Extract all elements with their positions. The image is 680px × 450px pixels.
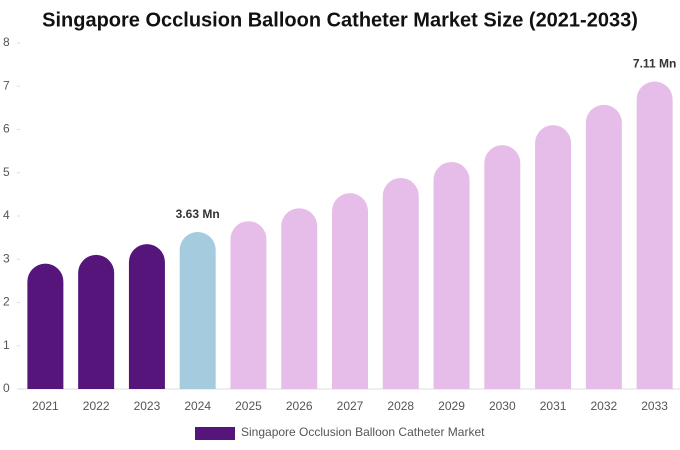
bar xyxy=(78,254,115,389)
bar xyxy=(382,177,419,389)
x-tick-label: 2027 xyxy=(337,399,364,413)
x-tick-label: 2025 xyxy=(235,399,262,413)
bar xyxy=(585,104,622,389)
legend-label: Singapore Occlusion Balloon Catheter Mar… xyxy=(241,425,485,439)
x-tick-label: 2030 xyxy=(489,399,516,413)
y-tick-label: 8 xyxy=(3,35,10,49)
y-tick-label: 2 xyxy=(3,295,10,309)
bar xyxy=(636,81,673,390)
y-tick-label: 4 xyxy=(3,208,10,222)
x-tick-label: 2021 xyxy=(32,399,59,413)
data-label: 7.11 Mn xyxy=(633,57,676,71)
x-tick-label: 2029 xyxy=(438,399,465,413)
chart-title: Singapore Occlusion Balloon Catheter Mar… xyxy=(42,9,638,31)
data-label: 3.63 Mn xyxy=(176,207,220,221)
y-tick-label: 3 xyxy=(3,251,10,265)
bar xyxy=(332,193,368,389)
y-tick-label: 0 xyxy=(3,381,10,395)
y-tick-label: 6 xyxy=(3,122,10,136)
x-tick-label: 2032 xyxy=(590,399,617,413)
x-tick-label: 2023 xyxy=(134,399,161,413)
bar xyxy=(281,208,318,389)
bar xyxy=(484,145,521,389)
y-tick-label: 5 xyxy=(3,165,10,179)
bar xyxy=(179,232,216,389)
bar xyxy=(230,221,267,389)
x-tick-label: 2022 xyxy=(83,399,110,413)
x-tick-label: 2026 xyxy=(286,399,313,413)
x-tick-label: 2031 xyxy=(540,399,567,413)
x-tick-label: 2033 xyxy=(641,399,668,413)
bar xyxy=(433,161,470,389)
y-tick-label: 1 xyxy=(3,338,10,352)
bar xyxy=(128,244,165,389)
y-tick-label: 7 xyxy=(3,78,10,92)
x-tick-label: 2024 xyxy=(184,399,211,413)
x-tick-label: 2028 xyxy=(387,399,414,413)
bar xyxy=(27,263,64,389)
legend-swatch xyxy=(195,427,235,440)
bar xyxy=(535,125,572,390)
